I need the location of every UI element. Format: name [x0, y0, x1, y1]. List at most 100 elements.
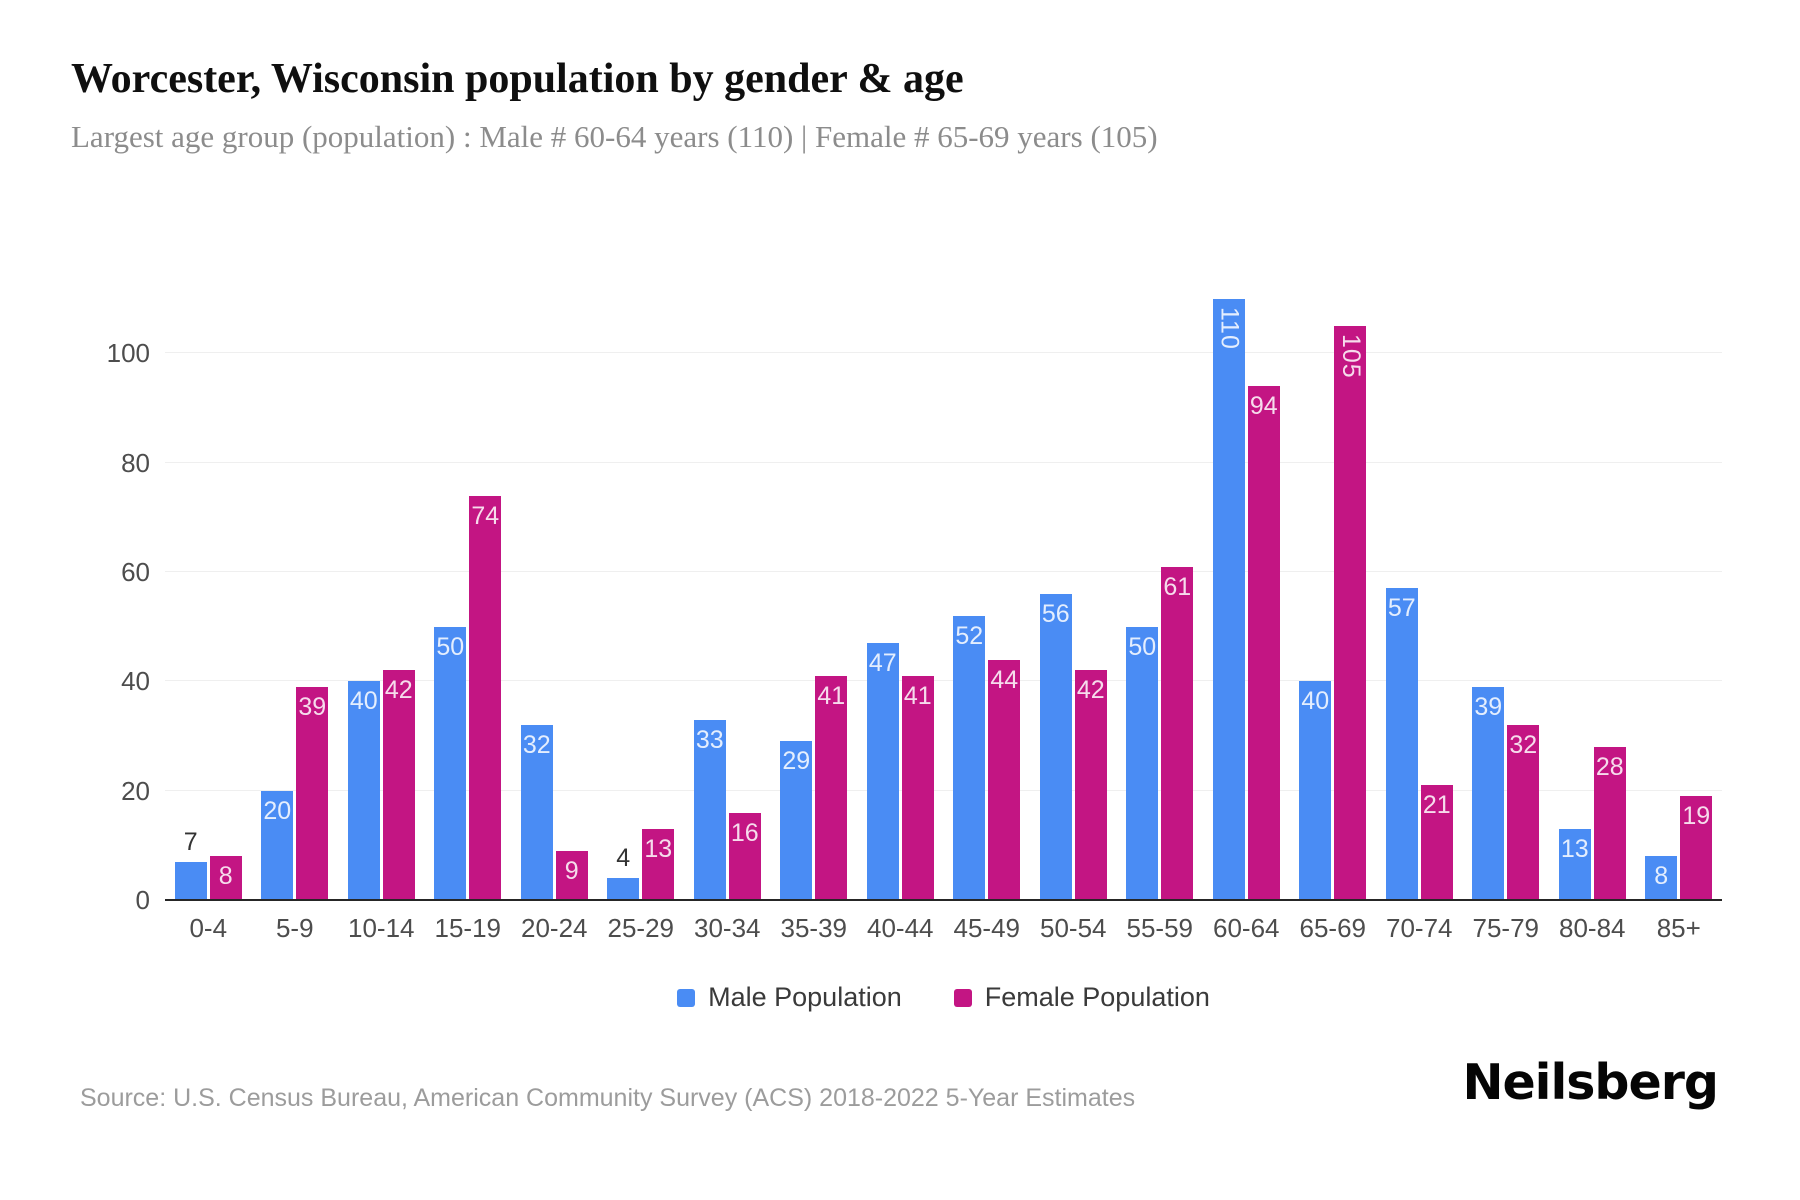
- x-axis-label-70-74: 70-74: [1386, 913, 1453, 943]
- source-note: Source: U.S. Census Bureau, American Com…: [80, 1084, 1136, 1112]
- bar-group-15-19: 50 74: [425, 255, 512, 900]
- bar-value-label: 4: [616, 844, 631, 873]
- bar-female-5-9[interactable]: 39: [296, 686, 329, 900]
- bar-female-30-34[interactable]: 16: [728, 812, 761, 900]
- chart-subtitle: Largest age group (population) : Male # …: [71, 119, 1158, 154]
- bar-value-label: 8: [218, 862, 233, 891]
- bar-male-5-9[interactable]: 20: [261, 790, 294, 900]
- legend-item-male[interactable]: Male Population: [677, 982, 902, 1013]
- gridline-80: [165, 461, 1722, 463]
- bar-value-label: 74: [471, 501, 500, 530]
- bar-female-0-4[interactable]: 8: [209, 856, 242, 900]
- bar-male-60-64[interactable]: 110: [1212, 298, 1245, 900]
- x-axis-label-60-64: 60-64: [1213, 913, 1280, 943]
- bar-female-25-29[interactable]: 13: [642, 828, 675, 900]
- bar-female-55-59[interactable]: 61: [1161, 566, 1194, 900]
- bar-male-50-54[interactable]: 56: [1039, 593, 1072, 900]
- bar-value-label: 94: [1249, 392, 1278, 421]
- gridline-100: [165, 352, 1722, 354]
- bar-female-35-39[interactable]: 41: [815, 675, 848, 900]
- bar-value-label: 61: [1163, 572, 1192, 601]
- bar-male-40-44[interactable]: 47: [866, 643, 899, 900]
- bar-group-30-34: 33 16: [684, 255, 771, 900]
- bar-female-10-14[interactable]: 42: [382, 670, 415, 900]
- gridline-60: [165, 571, 1722, 573]
- female-legend-swatch-icon: [953, 988, 972, 1007]
- bar-male-25-29[interactable]: 4: [607, 845, 640, 900]
- x-axis-label-15-19: 15-19: [434, 913, 502, 943]
- bar-male-70-74[interactable]: 57: [1385, 588, 1418, 900]
- x-axis-label-80-84: 80-84: [1559, 913, 1626, 943]
- y-axis-tick-40: 40: [121, 666, 150, 697]
- neilsberg-logo: Neilsberg: [1462, 1054, 1719, 1111]
- bar-value-label: 41: [903, 681, 932, 710]
- bar-group-35-39: 29 41: [771, 255, 858, 900]
- bar-group-85+: 8 19: [1636, 255, 1723, 900]
- bar-male-15-19[interactable]: 50: [434, 626, 467, 900]
- bar-female-40-44[interactable]: 41: [901, 675, 934, 900]
- bar-group-50-54: 56 42: [1030, 255, 1117, 900]
- bar-male-0-4[interactable]: 7: [174, 828, 207, 900]
- bar-female-50-54[interactable]: 42: [1074, 670, 1107, 900]
- bar-male-30-34[interactable]: 33: [693, 719, 726, 900]
- bar-female-15-19[interactable]: 74: [469, 495, 502, 900]
- bar-male-10-14[interactable]: 40: [347, 681, 380, 900]
- bar-female-60-64[interactable]: 94: [1247, 386, 1280, 900]
- x-axis-label-65-69: 65-69: [1299, 913, 1367, 943]
- bar-group-75-79: 39 32: [1463, 255, 1550, 900]
- bar-group-55-59: 50 61: [1117, 255, 1204, 900]
- bar-male-35-39[interactable]: 29: [780, 741, 813, 900]
- x-axis-label-40-44: 40-44: [867, 913, 934, 943]
- bar-male-20-24[interactable]: 32: [520, 725, 553, 900]
- legend-label-female: Female Population: [984, 982, 1210, 1012]
- bar-value-label: 41: [817, 681, 846, 710]
- bar-group-25-29: 4 13: [598, 255, 685, 900]
- bar-male-85+[interactable]: 8: [1645, 856, 1678, 900]
- bar-female-80-84[interactable]: 28: [1593, 746, 1626, 900]
- bar-value-label: 32: [522, 731, 551, 760]
- bar-male-45-49[interactable]: 52: [953, 615, 986, 900]
- bar-female-20-24[interactable]: 9: [555, 850, 588, 900]
- bar-male-65-69[interactable]: 40: [1299, 681, 1332, 900]
- legend: Male Population Female Population: [165, 982, 1722, 1013]
- bar-value-label: 110: [1215, 306, 1244, 350]
- x-axis-label-85+: 85+: [1656, 913, 1701, 943]
- x-axis-label-20-24: 20-24: [521, 913, 588, 943]
- bar-value-label: 8: [1654, 862, 1669, 891]
- bar-female-70-74[interactable]: 21: [1420, 785, 1453, 900]
- bar-value-label: 47: [868, 649, 897, 678]
- x-axis-label-55-59: 55-59: [1126, 913, 1194, 943]
- bar-value-label: 28: [1595, 752, 1624, 781]
- bar-female-65-69[interactable]: 105: [1334, 326, 1367, 900]
- bar-male-55-59[interactable]: 50: [1126, 626, 1159, 900]
- bar-value-label: 13: [1560, 834, 1589, 863]
- gridline-20: [165, 789, 1722, 791]
- chart-title: Worcester, Wisconsin population by gende…: [71, 56, 964, 102]
- bar-value-label: 40: [1301, 687, 1330, 716]
- y-axis-tick-100: 100: [106, 338, 150, 369]
- x-axis-label-25-29: 25-29: [607, 913, 675, 943]
- bar-female-85+[interactable]: 19: [1680, 796, 1713, 900]
- bar-value-label: 56: [1041, 599, 1070, 628]
- x-axis-line: [165, 899, 1722, 901]
- bar-female-45-49[interactable]: 44: [988, 659, 1021, 900]
- bar-value-label: 32: [1509, 731, 1538, 760]
- bar-value-label: 29: [782, 747, 811, 776]
- bar-value-label: 50: [1128, 632, 1157, 661]
- bar-female-75-79[interactable]: 32: [1507, 725, 1540, 900]
- bar-value-label: 42: [384, 676, 413, 705]
- bar-value-label: 40: [349, 687, 378, 716]
- x-axis-label-75-79: 75-79: [1472, 913, 1540, 943]
- bar-male-75-79[interactable]: 39: [1472, 686, 1505, 900]
- bar-value-label: 39: [1474, 692, 1503, 721]
- bar-group-70-74: 57 21: [1376, 255, 1463, 900]
- legend-item-female[interactable]: Female Population: [953, 982, 1210, 1013]
- y-axis-tick-60: 60: [121, 557, 150, 588]
- x-axis-label-30-34: 30-34: [694, 913, 761, 943]
- bar-value-label: 13: [644, 834, 673, 863]
- bar-value-label: 19: [1682, 802, 1711, 831]
- bar-value-label: 44: [990, 665, 1019, 694]
- bar-group-60-64: 110 94: [1203, 255, 1290, 900]
- bar-male-80-84[interactable]: 13: [1558, 828, 1591, 900]
